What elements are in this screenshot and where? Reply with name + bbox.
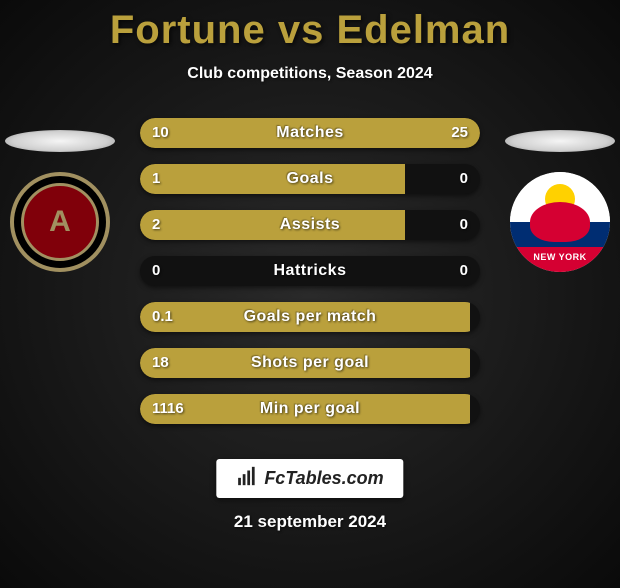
club-b-badge: NEW YORK: [510, 172, 610, 272]
stat-fill-left: [140, 302, 470, 332]
stat-fill-left: [140, 118, 235, 148]
club-b-badge-label: NEW YORK: [510, 252, 610, 262]
stat-fill-left: [140, 210, 405, 240]
club-a-column: A: [0, 118, 120, 272]
stat-label: Hattricks: [140, 256, 480, 286]
date-text: 21 september 2024: [0, 512, 620, 532]
stat-fill-left: [140, 348, 470, 378]
vs-text: vs: [278, 8, 325, 52]
branding-badge: FcTables.com: [216, 459, 403, 498]
chart-icon: [236, 465, 258, 492]
stat-value-b: 0: [460, 256, 468, 286]
stat-row: 1116Min per goal: [140, 394, 480, 424]
stat-row: 10Goals: [140, 164, 480, 194]
stat-value-b: 0: [460, 164, 468, 194]
stat-fill-left: [140, 394, 470, 424]
stat-bars: 1025Matches10Goals20Assists00Hattricks0.…: [140, 118, 480, 440]
stat-row: 18Shots per goal: [140, 348, 480, 378]
player-b-shadow: [505, 130, 615, 152]
stat-row: 1025Matches: [140, 118, 480, 148]
branding-text: FcTables.com: [264, 468, 383, 489]
club-a-initial: A: [49, 205, 71, 239]
club-b-column: NEW YORK: [500, 118, 620, 272]
stat-value-a: 0: [152, 256, 160, 286]
stat-value-b: 0: [460, 210, 468, 240]
player-b-name: Edelman: [336, 8, 510, 52]
stat-row: 0 0Hattricks: [140, 256, 480, 286]
player-a-shadow: [5, 130, 115, 152]
club-b-badge-bull: [530, 202, 590, 242]
subtitle: Club competitions, Season 2024: [0, 65, 620, 83]
page-title: Fortune vs Edelman: [0, 8, 620, 53]
stat-fill-right: [235, 118, 480, 148]
stat-row: 0.1Goals per match: [140, 302, 480, 332]
stat-row: 20Assists: [140, 210, 480, 240]
player-a-name: Fortune: [110, 8, 266, 52]
stat-fill-left: [140, 164, 405, 194]
club-a-badge-inner: A: [21, 183, 99, 261]
club-a-badge: A: [10, 172, 110, 272]
